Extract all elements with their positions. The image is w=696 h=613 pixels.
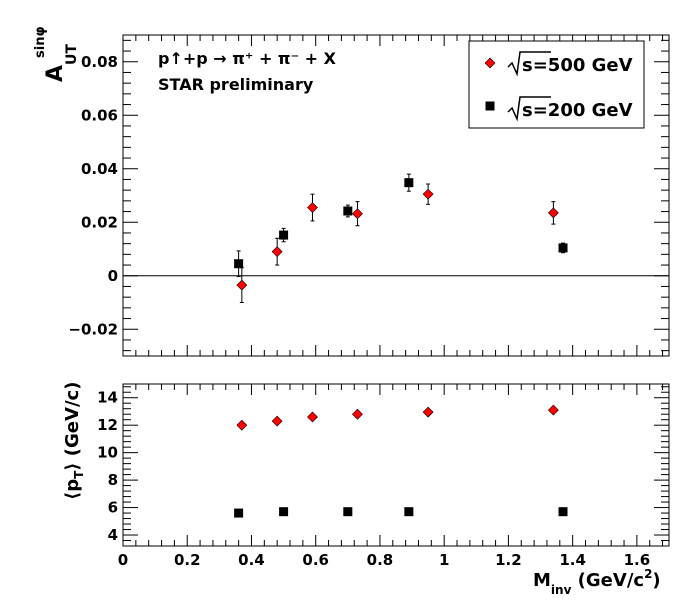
bottom-y-label-sub: T [72, 470, 86, 479]
x-tick-label: 1.4 [559, 551, 586, 569]
legend-marker-500 [484, 57, 496, 69]
y-tick-label: 0.06 [81, 106, 118, 124]
y-tick-label: 0.08 [81, 53, 118, 71]
legend-entry-200: s=200 GeV [507, 96, 633, 122]
legend-marker-200 [485, 101, 495, 111]
y-tick-label: 4 [108, 526, 118, 544]
data-point-200 [279, 230, 289, 240]
bottom-y-label-pre: ⟨p [62, 479, 83, 500]
data-point-200 [558, 243, 568, 253]
data-point-200 [404, 178, 414, 188]
data-point-200 [343, 206, 353, 216]
pt-point-500 [547, 404, 559, 416]
x-tick-label: 0.6 [302, 551, 329, 569]
x-tick-label: 1.2 [495, 551, 522, 569]
bottom-panel-points [234, 404, 568, 518]
top-y-axis-label: A UT sinφ [33, 26, 80, 82]
x-label-close: ) [652, 570, 660, 591]
pt-point-200 [343, 507, 353, 517]
x-tick-label: 0.2 [174, 551, 201, 569]
top-y-label-sup: sinφ [33, 26, 48, 58]
x-label-sub: inv [551, 583, 572, 597]
pt-point-200 [234, 508, 244, 518]
y-tick-label: −0.02 [68, 320, 118, 338]
bottom-y-label-post: ⟩ (GeV/c) [62, 382, 83, 471]
bottom-panel-ticks: 0 0.2 0.4 0.6 0.8 1 1.2 1.4 1.6 4 6 8 10 12 14 [97, 384, 669, 569]
sqrt-symbol-icon [507, 96, 551, 122]
top-panel-points [234, 173, 568, 303]
x-tick-label: 0.4 [238, 551, 265, 569]
pt-point-200 [404, 507, 414, 517]
legend-label-500: s=500 GeV [522, 55, 633, 76]
top-panel-ticks: −0.02 0 0.02 0.04 0.06 0.08 [68, 35, 669, 356]
pt-point-200 [558, 507, 568, 517]
bottom-y-axis-label: ⟨pT⟩ (GeV/c) [62, 382, 86, 500]
pt-point-500 [271, 415, 283, 427]
bottom-y-label: ⟨pT⟩ (GeV/c) [62, 382, 86, 500]
legend-label-200: s=200 GeV [522, 100, 633, 121]
y-tick-label: 0.02 [81, 213, 118, 231]
collaboration-label: STAR preliminary [158, 75, 314, 94]
x-axis-label: Minv (GeV/c2) [533, 567, 661, 597]
data-point-500 [422, 188, 434, 200]
data-point-500 [236, 279, 248, 291]
y-tick-label: 0.04 [81, 160, 118, 178]
y-tick-label: 14 [97, 389, 118, 407]
x-label-main: M [533, 570, 551, 591]
y-tick-label: 10 [97, 444, 118, 462]
x-label-post: (GeV/c [571, 570, 644, 591]
x-tick-label: 1.6 [624, 551, 651, 569]
top-y-label-sub: UT [64, 44, 80, 65]
data-point-500 [547, 207, 559, 219]
data-point-200 [234, 259, 244, 269]
x-tick-label: 1 [439, 551, 449, 569]
y-tick-label: 12 [97, 416, 118, 434]
reaction-title: p↑+p → π⁺ + π⁻ + X [158, 49, 337, 68]
y-tick-label: 6 [108, 499, 118, 517]
data-point-500 [271, 246, 283, 258]
pt-point-500 [307, 411, 318, 423]
bottom-panel-frame [122, 383, 670, 547]
y-tick-label: 8 [108, 471, 118, 489]
sqrt-symbol-icon [507, 51, 551, 77]
legend-box [468, 40, 645, 129]
top-panel-frame [122, 34, 670, 357]
x-tick-label: 0.8 [367, 551, 394, 569]
y-tick-label: 0 [108, 267, 118, 285]
legend-entry-500: s=500 GeV [507, 51, 633, 77]
x-label-sup: 2 [644, 567, 652, 581]
pt-point-200 [279, 507, 289, 517]
pt-point-500 [352, 408, 363, 420]
pt-point-500 [422, 406, 434, 418]
top-y-label-main: A [43, 65, 68, 82]
data-point-500 [352, 208, 363, 220]
x-tick-label: 0 [118, 551, 128, 569]
data-point-500 [307, 202, 318, 213]
legend-markers [484, 57, 496, 111]
pt-point-500 [236, 419, 248, 431]
